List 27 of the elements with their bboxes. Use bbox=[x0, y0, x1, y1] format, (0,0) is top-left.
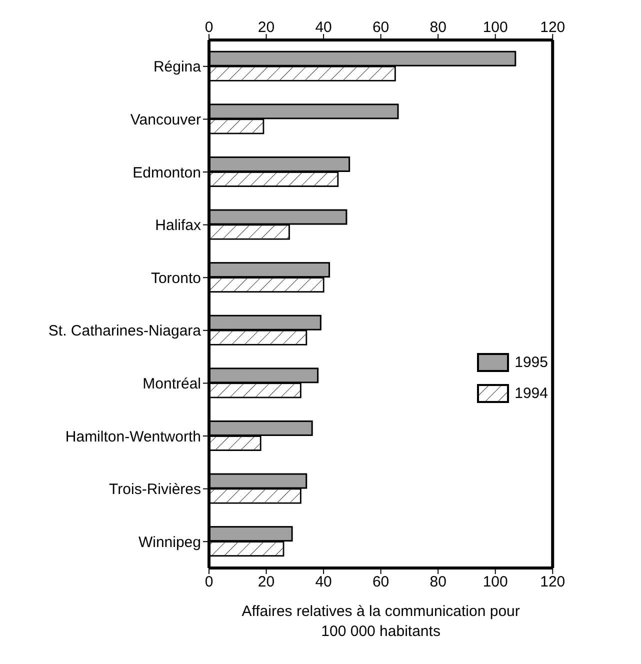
y-tick-label: Montréal bbox=[142, 376, 201, 393]
y-tick-label: St. Catharines-Niagara bbox=[48, 322, 202, 340]
y-tick-label: Halifax bbox=[155, 217, 202, 234]
x2-tick-label: 20 bbox=[258, 574, 275, 591]
x-tick-label: 100 bbox=[482, 19, 508, 36]
x2-tick-label: 0 bbox=[204, 574, 214, 591]
y-tick-label: Trois-Rivières bbox=[109, 481, 201, 498]
y-tick-label: Vancouver bbox=[130, 112, 201, 129]
x2-tick-label: 60 bbox=[372, 574, 390, 591]
y-tick-label: Winnipeg bbox=[138, 534, 201, 551]
x-tick-label: 0 bbox=[204, 19, 214, 36]
x-axis-title: Affaires relatives à la communication pour 100 000 habitants bbox=[242, 603, 520, 640]
x2-tick-label: 100 bbox=[482, 574, 508, 591]
x2-tick-label: 120 bbox=[540, 574, 566, 591]
x2-tick-label: 40 bbox=[315, 574, 332, 591]
y-tick-label: Edmonton bbox=[132, 164, 201, 182]
legend-label: 1994 bbox=[514, 385, 548, 402]
x-tick-label: 120 bbox=[540, 19, 566, 36]
x-tick-label: 60 bbox=[372, 19, 390, 36]
y-tick-label: Régina bbox=[153, 58, 202, 76]
y-tick-label: Toronto bbox=[150, 270, 201, 287]
legend-label: 1995 bbox=[514, 354, 548, 371]
x-tick-label: 40 bbox=[315, 19, 332, 36]
x-tick-label: 20 bbox=[258, 19, 275, 36]
x2-tick-label: 80 bbox=[430, 574, 446, 591]
x-tick-label: 80 bbox=[430, 19, 446, 36]
y-tick-label: Hamilton-Wentworth bbox=[65, 428, 201, 446]
